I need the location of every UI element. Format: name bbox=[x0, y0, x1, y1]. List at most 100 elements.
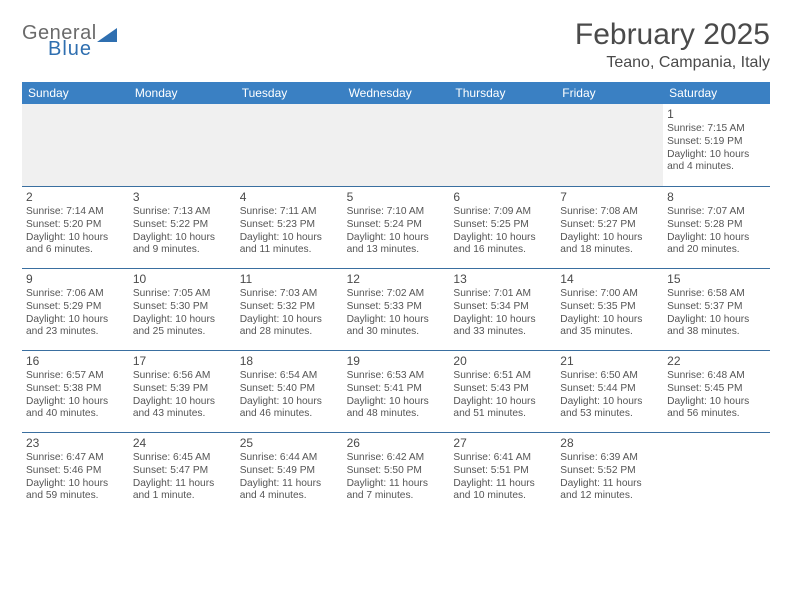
calendar-cell: 5Sunrise: 7:10 AMSunset: 5:24 PMDaylight… bbox=[343, 186, 450, 268]
day-detail-line: Sunrise: 6:54 AM bbox=[240, 370, 339, 383]
day-number: 26 bbox=[347, 436, 446, 451]
day-detail-line: Daylight: 10 hours and 59 minutes. bbox=[26, 478, 125, 504]
day-detail-line: Sunset: 5:19 PM bbox=[667, 136, 766, 149]
logo-text: General Blue bbox=[22, 24, 97, 58]
weekday-header-row: Sunday Monday Tuesday Wednesday Thursday… bbox=[22, 82, 770, 104]
day-number: 17 bbox=[133, 354, 232, 369]
day-detail-line: Daylight: 10 hours and 33 minutes. bbox=[453, 314, 552, 340]
day-detail-line: Sunset: 5:51 PM bbox=[453, 465, 552, 478]
day-detail-line: Sunrise: 6:56 AM bbox=[133, 370, 232, 383]
day-number: 25 bbox=[240, 436, 339, 451]
day-number: 19 bbox=[347, 354, 446, 369]
calendar-cell: 1Sunrise: 7:15 AMSunset: 5:19 PMDaylight… bbox=[663, 104, 770, 186]
day-number: 7 bbox=[560, 190, 659, 205]
day-detail-line: Daylight: 10 hours and 16 minutes. bbox=[453, 232, 552, 258]
day-number: 10 bbox=[133, 272, 232, 287]
day-number: 14 bbox=[560, 272, 659, 287]
day-number: 1 bbox=[667, 107, 766, 122]
calendar-cell: 11Sunrise: 7:03 AMSunset: 5:32 PMDayligh… bbox=[236, 268, 343, 350]
day-detail-line: Sunset: 5:34 PM bbox=[453, 301, 552, 314]
day-detail-line: Sunset: 5:27 PM bbox=[560, 219, 659, 232]
day-number: 28 bbox=[560, 436, 659, 451]
day-detail-line: Sunset: 5:41 PM bbox=[347, 383, 446, 396]
day-detail-line: Daylight: 10 hours and 43 minutes. bbox=[133, 396, 232, 422]
day-detail-line: Daylight: 10 hours and 11 minutes. bbox=[240, 232, 339, 258]
calendar-cell: 10Sunrise: 7:05 AMSunset: 5:30 PMDayligh… bbox=[129, 268, 236, 350]
day-detail-line: Sunset: 5:38 PM bbox=[26, 383, 125, 396]
day-detail-line: Sunrise: 7:07 AM bbox=[667, 206, 766, 219]
day-detail-line: Sunset: 5:24 PM bbox=[347, 219, 446, 232]
day-detail-line: Daylight: 10 hours and 20 minutes. bbox=[667, 232, 766, 258]
calendar-cell bbox=[663, 432, 770, 514]
calendar-cell: 3Sunrise: 7:13 AMSunset: 5:22 PMDaylight… bbox=[129, 186, 236, 268]
day-detail-line: Sunset: 5:43 PM bbox=[453, 383, 552, 396]
day-detail-line: Daylight: 10 hours and 13 minutes. bbox=[347, 232, 446, 258]
calendar-cell: 13Sunrise: 7:01 AMSunset: 5:34 PMDayligh… bbox=[449, 268, 556, 350]
calendar-cell: 26Sunrise: 6:42 AMSunset: 5:50 PMDayligh… bbox=[343, 432, 450, 514]
day-number: 22 bbox=[667, 354, 766, 369]
day-number: 24 bbox=[133, 436, 232, 451]
day-number: 15 bbox=[667, 272, 766, 287]
day-detail-line: Sunrise: 7:11 AM bbox=[240, 206, 339, 219]
day-detail-line: Sunrise: 6:41 AM bbox=[453, 452, 552, 465]
day-detail-line: Sunrise: 7:05 AM bbox=[133, 288, 232, 301]
calendar-cell: 22Sunrise: 6:48 AMSunset: 5:45 PMDayligh… bbox=[663, 350, 770, 432]
day-number: 12 bbox=[347, 272, 446, 287]
calendar-cell: 25Sunrise: 6:44 AMSunset: 5:49 PMDayligh… bbox=[236, 432, 343, 514]
day-detail-line: Daylight: 10 hours and 40 minutes. bbox=[26, 396, 125, 422]
calendar-cell bbox=[129, 104, 236, 186]
day-detail-line: Daylight: 10 hours and 18 minutes. bbox=[560, 232, 659, 258]
day-number: 23 bbox=[26, 436, 125, 451]
location-text: Teano, Campania, Italy bbox=[575, 54, 770, 72]
day-number: 9 bbox=[26, 272, 125, 287]
day-detail-line: Daylight: 10 hours and 56 minutes. bbox=[667, 396, 766, 422]
day-detail-line: Sunrise: 6:57 AM bbox=[26, 370, 125, 383]
day-detail-line: Daylight: 10 hours and 51 minutes. bbox=[453, 396, 552, 422]
calendar-cell: 6Sunrise: 7:09 AMSunset: 5:25 PMDaylight… bbox=[449, 186, 556, 268]
day-detail-line: Sunset: 5:47 PM bbox=[133, 465, 232, 478]
day-detail-line: Sunset: 5:20 PM bbox=[26, 219, 125, 232]
day-detail-line: Daylight: 11 hours and 7 minutes. bbox=[347, 478, 446, 504]
day-number: 11 bbox=[240, 272, 339, 287]
day-detail-line: Daylight: 11 hours and 12 minutes. bbox=[560, 478, 659, 504]
calendar-cell: 15Sunrise: 6:58 AMSunset: 5:37 PMDayligh… bbox=[663, 268, 770, 350]
day-detail-line: Sunrise: 6:48 AM bbox=[667, 370, 766, 383]
day-detail-line: Sunset: 5:28 PM bbox=[667, 219, 766, 232]
day-number: 27 bbox=[453, 436, 552, 451]
day-detail-line: Daylight: 10 hours and 6 minutes. bbox=[26, 232, 125, 258]
day-detail-line: Sunrise: 7:10 AM bbox=[347, 206, 446, 219]
day-detail-line: Sunset: 5:37 PM bbox=[667, 301, 766, 314]
day-detail-line: Daylight: 10 hours and 30 minutes. bbox=[347, 314, 446, 340]
day-detail-line: Daylight: 10 hours and 53 minutes. bbox=[560, 396, 659, 422]
day-detail-line: Sunrise: 7:15 AM bbox=[667, 123, 766, 136]
day-detail-line: Sunrise: 7:01 AM bbox=[453, 288, 552, 301]
logo-word-blue: Blue bbox=[22, 40, 97, 58]
day-detail-line: Sunrise: 7:03 AM bbox=[240, 288, 339, 301]
day-detail-line: Sunrise: 6:53 AM bbox=[347, 370, 446, 383]
calendar-cell: 2Sunrise: 7:14 AMSunset: 5:20 PMDaylight… bbox=[22, 186, 129, 268]
month-title: February 2025 bbox=[575, 18, 770, 52]
day-detail-line: Sunset: 5:39 PM bbox=[133, 383, 232, 396]
day-detail-line: Sunrise: 7:00 AM bbox=[560, 288, 659, 301]
weekday-label: Saturday bbox=[663, 82, 770, 104]
day-detail-line: Daylight: 10 hours and 25 minutes. bbox=[133, 314, 232, 340]
day-detail-line: Sunset: 5:23 PM bbox=[240, 219, 339, 232]
calendar-cell: 19Sunrise: 6:53 AMSunset: 5:41 PMDayligh… bbox=[343, 350, 450, 432]
day-detail-line: Sunset: 5:29 PM bbox=[26, 301, 125, 314]
day-detail-line: Daylight: 10 hours and 23 minutes. bbox=[26, 314, 125, 340]
day-detail-line: Daylight: 11 hours and 1 minute. bbox=[133, 478, 232, 504]
day-detail-line: Sunrise: 7:02 AM bbox=[347, 288, 446, 301]
day-number: 18 bbox=[240, 354, 339, 369]
day-detail-line: Sunrise: 7:14 AM bbox=[26, 206, 125, 219]
day-detail-line: Sunrise: 7:08 AM bbox=[560, 206, 659, 219]
day-detail-line: Sunset: 5:22 PM bbox=[133, 219, 232, 232]
weekday-label: Monday bbox=[129, 82, 236, 104]
day-detail-line: Sunrise: 6:45 AM bbox=[133, 452, 232, 465]
calendar-cell bbox=[343, 104, 450, 186]
calendar-cell bbox=[556, 104, 663, 186]
day-detail-line: Sunrise: 6:42 AM bbox=[347, 452, 446, 465]
day-detail-line: Sunset: 5:50 PM bbox=[347, 465, 446, 478]
calendar-cell: 12Sunrise: 7:02 AMSunset: 5:33 PMDayligh… bbox=[343, 268, 450, 350]
calendar-cell bbox=[236, 104, 343, 186]
day-number: 3 bbox=[133, 190, 232, 205]
